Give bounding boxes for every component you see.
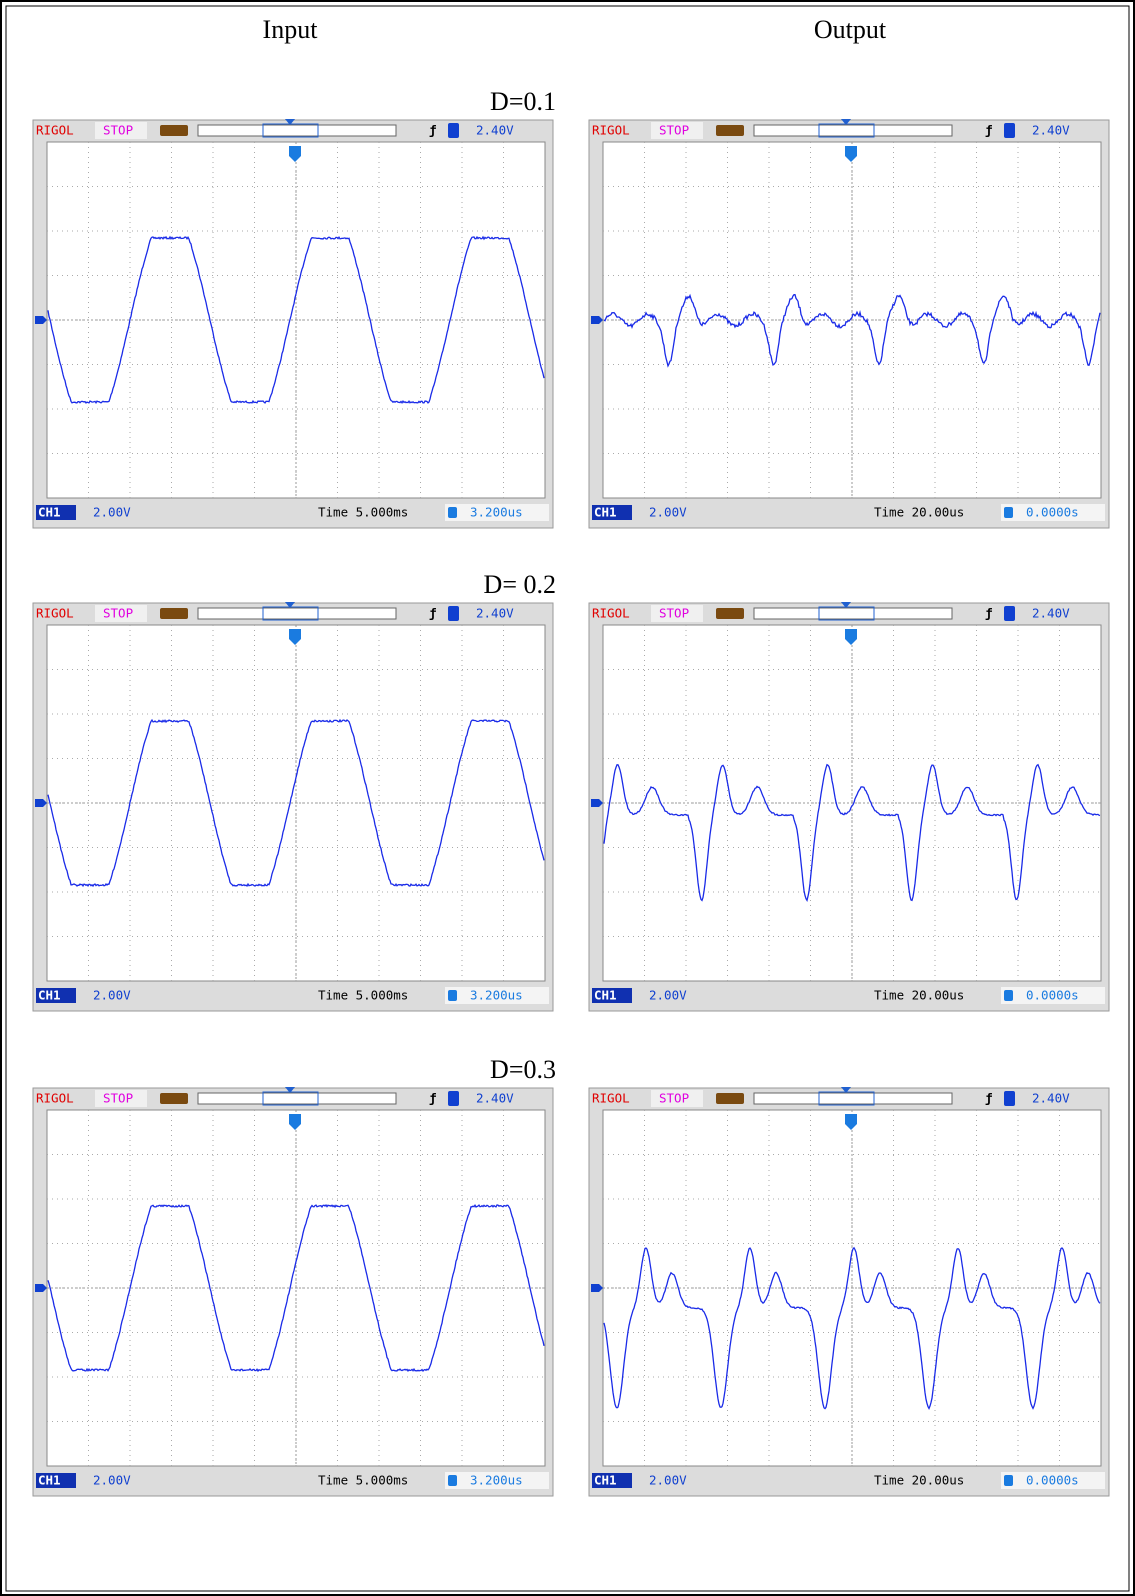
duty-label: D=0.1: [490, 87, 556, 116]
brand: RIGOL: [592, 123, 630, 138]
trigger-level: 2.40V: [1032, 606, 1070, 621]
offset-icon: [1004, 990, 1013, 1001]
oscilloscope-screen: RIGOL STOP ƒ 2.40V CH1 2.00V Time 5.000ms 3.200…: [33, 1087, 553, 1496]
trigger-level: 2.40V: [1032, 123, 1070, 138]
page: {"header": {"input": "Input", "output": …: [0, 0, 1135, 1596]
channel-icon: [1004, 606, 1015, 621]
edge-icon: ƒ: [429, 123, 437, 138]
oscilloscope-screen: RIGOL STOP ƒ 2.40V CH1 2.00V Time 20.00us 0.000…: [589, 1087, 1109, 1496]
channel-icon: [1004, 123, 1015, 138]
memory-bar: [198, 125, 396, 136]
trigger-offset: 3.200us: [470, 1473, 523, 1488]
time-base: Time 20.00us: [874, 1473, 964, 1488]
status: STOP: [103, 1091, 133, 1106]
memory-bar: [754, 1093, 952, 1104]
channel: CH1: [594, 505, 617, 520]
channel-icon: [448, 1091, 459, 1106]
run-icon: [716, 125, 744, 136]
time-base: Time 5.000ms: [318, 505, 408, 520]
brand: RIGOL: [36, 606, 74, 621]
edge-icon: ƒ: [985, 123, 993, 138]
edge-icon: ƒ: [985, 606, 993, 621]
channel: CH1: [594, 988, 617, 1003]
status: STOP: [659, 123, 689, 138]
volts-per-div: 2.00V: [93, 505, 131, 520]
memory-bar: [198, 608, 396, 619]
brand: RIGOL: [36, 123, 74, 138]
duty-label: D=0.3: [490, 1055, 556, 1084]
trigger-level: 2.40V: [476, 606, 514, 621]
oscilloscope-screen: RIGOL STOP ƒ 2.40V CH1 2.00V Time 5.000ms 3.200…: [33, 602, 553, 1011]
memory-bar: [198, 1093, 396, 1104]
time-base: Time 20.00us: [874, 988, 964, 1003]
time-base: Time 20.00us: [874, 505, 964, 520]
brand: RIGOL: [36, 1091, 74, 1106]
run-icon: [160, 1093, 188, 1104]
trigger-level: 2.40V: [476, 1091, 514, 1106]
volts-per-div: 2.00V: [649, 505, 687, 520]
channel: CH1: [38, 505, 61, 520]
offset-icon: [448, 1475, 457, 1486]
trigger-offset: 3.200us: [470, 505, 523, 520]
edge-icon: ƒ: [429, 1091, 437, 1106]
channel-icon: [448, 606, 459, 621]
oscilloscope-screen: RIGOL STOP ƒ 2.40V CH1 2.00V Time 20.00us 0.000…: [589, 119, 1109, 528]
run-icon: [716, 608, 744, 619]
brand: RIGOL: [592, 606, 630, 621]
time-base: Time 5.000ms: [318, 1473, 408, 1488]
document: Input Output D=0.1 RIGOL STOP ƒ 2.40V CH1 2.00…: [0, 0, 1135, 1596]
column-header: Input: [263, 15, 319, 44]
trigger-offset: 0.0000s: [1026, 505, 1079, 520]
status: STOP: [659, 1091, 689, 1106]
channel: CH1: [38, 1473, 61, 1488]
offset-icon: [1004, 507, 1013, 518]
edge-icon: ƒ: [429, 606, 437, 621]
trigger-offset: 0.0000s: [1026, 988, 1079, 1003]
status: STOP: [103, 123, 133, 138]
memory-bar: [754, 125, 952, 136]
status: STOP: [659, 606, 689, 621]
run-icon: [160, 608, 188, 619]
volts-per-div: 2.00V: [93, 988, 131, 1003]
channel: CH1: [594, 1473, 617, 1488]
offset-icon: [448, 507, 457, 518]
column-header: Output: [814, 15, 887, 44]
time-base: Time 5.000ms: [318, 988, 408, 1003]
trigger-level: 2.40V: [476, 123, 514, 138]
run-icon: [716, 1093, 744, 1104]
volts-per-div: 2.00V: [93, 1473, 131, 1488]
channel-icon: [448, 123, 459, 138]
memory-bar: [754, 608, 952, 619]
trigger-offset: 3.200us: [470, 988, 523, 1003]
duty-label: D= 0.2: [484, 570, 556, 599]
offset-icon: [1004, 1475, 1013, 1486]
brand: RIGOL: [592, 1091, 630, 1106]
run-icon: [160, 125, 188, 136]
channel: CH1: [38, 988, 61, 1003]
trigger-level: 2.40V: [1032, 1091, 1070, 1106]
edge-icon: ƒ: [985, 1091, 993, 1106]
volts-per-div: 2.00V: [649, 988, 687, 1003]
oscilloscope-screen: RIGOL STOP ƒ 2.40V CH1 2.00V Time 20.00us 0.000…: [589, 602, 1109, 1011]
status: STOP: [103, 606, 133, 621]
trigger-offset: 0.0000s: [1026, 1473, 1079, 1488]
channel-icon: [1004, 1091, 1015, 1106]
volts-per-div: 2.00V: [649, 1473, 687, 1488]
oscilloscope-screen: RIGOL STOP ƒ 2.40V CH1 2.00V Time 5.000ms 3.200…: [33, 119, 553, 528]
offset-icon: [448, 990, 457, 1001]
